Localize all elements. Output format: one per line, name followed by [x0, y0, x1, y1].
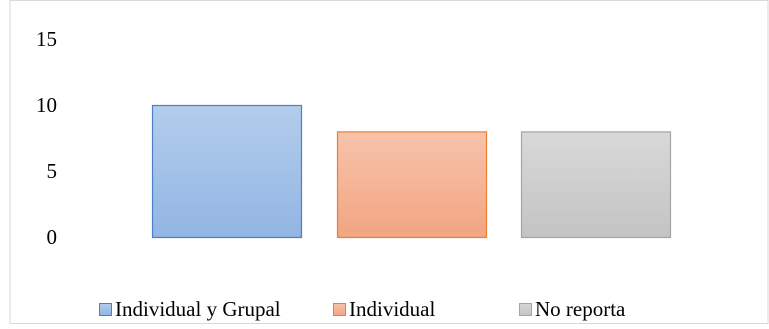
- legend-item: Individual: [333, 297, 435, 321]
- legend-item: No reporta: [519, 297, 626, 321]
- legend-swatch: [333, 303, 346, 316]
- legend-swatch: [519, 303, 532, 316]
- bars: [151, 104, 672, 239]
- legend-label: Individual y Grupal: [115, 297, 281, 321]
- bar-individual-y-grupal: [151, 104, 303, 239]
- legend-item: Individual y Grupal: [99, 297, 281, 321]
- legend-label: Individual: [349, 297, 435, 321]
- legend-label: No reporta: [535, 297, 626, 321]
- bar-individual: [336, 131, 488, 239]
- legend: Individual y Grupal Individual No reporta: [99, 297, 626, 321]
- y-axis-tick-labels: 0 5 10 15: [36, 27, 57, 249]
- legend-swatch: [99, 303, 112, 316]
- y-tick-label: 5: [47, 159, 58, 183]
- y-tick-label: 10: [36, 93, 57, 117]
- y-tick-label: 15: [36, 27, 57, 51]
- y-tick-label: 0: [47, 225, 58, 249]
- bar-no-reporta: [520, 131, 672, 239]
